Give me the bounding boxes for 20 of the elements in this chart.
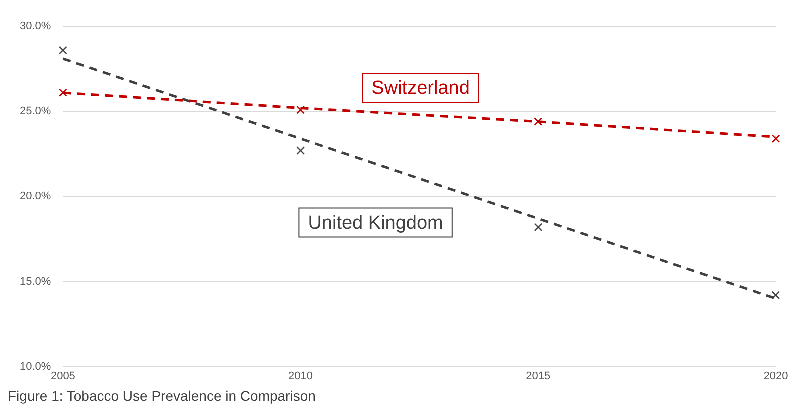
y-tick-label: 10.0% bbox=[20, 360, 52, 373]
text: Switzerland bbox=[372, 78, 470, 100]
x-tick-label: 2020 bbox=[764, 370, 788, 382]
point bbox=[772, 134, 780, 144]
x-tick-label: 2005 bbox=[50, 370, 76, 382]
point bbox=[296, 106, 305, 114]
point bbox=[296, 146, 305, 155]
x-tick-label: 2010 bbox=[288, 370, 314, 382]
caption: Figure 1: Tobacco Use Prevalence in Comparison bbox=[8, 388, 317, 404]
point bbox=[59, 46, 68, 55]
point bbox=[534, 223, 543, 232]
x-tick-label: 2015 bbox=[526, 370, 551, 382]
y-tick-label: 20.0% bbox=[20, 190, 52, 203]
point bbox=[772, 291, 780, 300]
y-tick-label: 30.0% bbox=[20, 20, 52, 33]
point bbox=[534, 118, 543, 126]
point bbox=[59, 88, 68, 98]
y-tick-label: 15.0% bbox=[20, 276, 52, 288]
text: United Kingdom bbox=[308, 213, 444, 234]
y-tick-label: 25.0% bbox=[20, 106, 52, 118]
